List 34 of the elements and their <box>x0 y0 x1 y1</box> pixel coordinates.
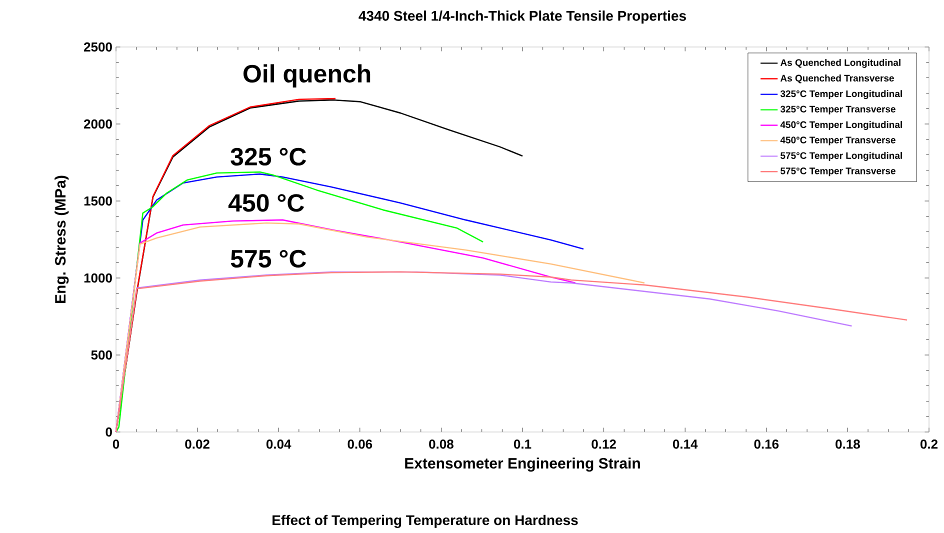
x-tick-label: 0.2 <box>920 440 938 449</box>
legend-label: 325°C Temper Longitudinal <box>780 90 902 100</box>
x-axis-title: Extensometer Engineering Strain <box>405 458 640 472</box>
x-tick-label: 0.02 <box>185 440 210 449</box>
y-tick-label: 0 <box>106 427 112 437</box>
legend-label: 325°C Temper Transverse <box>780 106 896 114</box>
y-axis-title: Eng. Stress (MPa) <box>54 176 69 303</box>
legend-label: 575°C Temper Longitudinal <box>780 152 902 161</box>
x-tick-label: 0.18 <box>836 440 860 449</box>
x-tick-label: 0.14 <box>672 440 698 449</box>
x-tick-label: 0.12 <box>592 440 616 449</box>
annotation: 325 °C <box>230 148 306 166</box>
x-tick-label: 0.08 <box>429 440 454 449</box>
x-tick-label: 0.06 <box>348 440 372 449</box>
legend-label: As Quenched Longitudinal <box>780 58 900 68</box>
text: Effect of Tempering Temperature on Hardness <box>272 514 578 528</box>
annotation: Oil quench <box>243 64 370 88</box>
x-tick-label: 0.1 <box>514 440 532 449</box>
legend-label: 450°C Temper Transverse <box>780 136 896 146</box>
legend-label: 575°C Temper Transverse <box>780 168 896 176</box>
legend-label: As Quenched Transverse <box>780 74 894 84</box>
y-tick-label: 1000 <box>84 273 112 283</box>
y-tick-label: 1500 <box>84 196 112 206</box>
y-tick-label: 2000 <box>84 119 112 129</box>
x-tick-label: 0.16 <box>754 440 779 449</box>
annotation: 575 °C <box>230 250 306 268</box>
annotation: 450 °C <box>228 194 304 212</box>
y-tick-label: 2500 <box>84 42 112 52</box>
chart-title: 4340 Steel 1/4-Inch-Thick Plate Tensile Properties <box>358 10 686 24</box>
x-tick-label: 0.04 <box>266 440 292 449</box>
y-tick-label: 500 <box>91 350 112 360</box>
x-tick-label: 0 <box>112 440 120 449</box>
legend-label: 450°C Temper Longitudinal <box>780 121 902 130</box>
line-series <box>115 171 484 433</box>
